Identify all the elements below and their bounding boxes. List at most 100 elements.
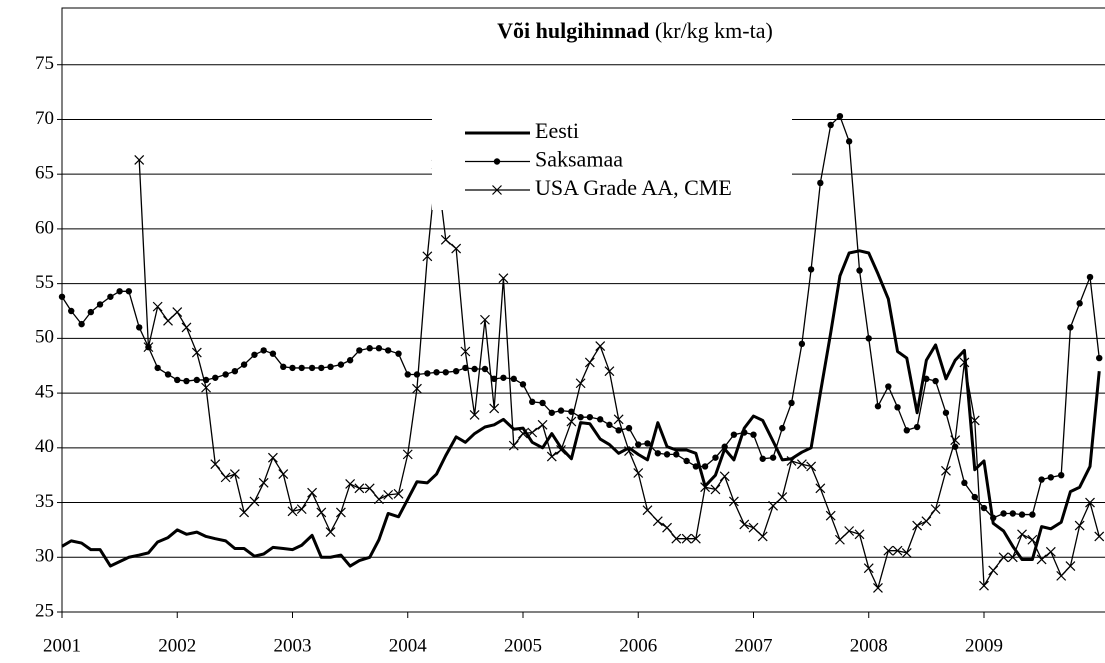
point [1074,520,1085,531]
point [374,494,384,505]
point [932,377,939,385]
point [1086,273,1094,281]
point [980,504,988,512]
point [107,293,114,300]
point [58,293,66,300]
point [663,451,671,458]
point [806,461,817,472]
point [885,383,892,390]
point [452,368,460,375]
point [683,457,690,465]
point [68,307,75,315]
point [1096,354,1103,362]
point [240,361,248,368]
point [854,529,865,540]
plot-frame [61,7,1105,613]
point [950,435,961,446]
point [529,398,536,406]
point [998,552,1009,563]
point [1038,476,1045,483]
legend-label: Saksamaa [535,147,623,172]
point [181,322,192,333]
point [796,459,807,470]
point [644,440,651,447]
point [844,526,855,536]
point [537,419,548,430]
point [1085,497,1095,508]
point [500,374,507,381]
point [325,527,336,538]
legend-marker [493,158,501,165]
point [690,533,701,544]
point [988,565,999,576]
point [87,308,95,316]
point [1000,510,1007,517]
point [308,364,316,372]
point [700,482,711,493]
point [615,427,622,434]
y-tick-label: 55 [35,272,54,293]
point [606,421,613,429]
point [152,301,163,312]
point [395,350,402,357]
y-tick-label: 45 [35,381,54,402]
point [337,361,345,368]
point [174,376,181,384]
point [604,366,615,377]
legend-label: Eesti [535,118,579,143]
point [721,443,728,450]
x-tick-label: 2003 [273,635,311,656]
point [345,479,356,489]
point [613,414,624,425]
point [375,345,383,352]
point [1076,300,1083,307]
point [597,416,604,423]
point [143,342,154,353]
point [979,580,989,591]
point [260,347,267,354]
point [990,514,997,522]
point [769,454,777,461]
point [730,431,738,438]
point [912,520,923,531]
point [280,363,287,371]
point [239,507,250,518]
point [584,357,595,368]
point [1047,474,1055,481]
legend: Eesti Saksamaa USA Grade AA, CME [432,110,792,210]
point [527,427,538,438]
point [481,365,489,373]
point [354,483,365,494]
point [903,427,910,434]
point [1036,554,1047,565]
point [460,346,471,357]
point [480,314,490,325]
point [1058,471,1065,479]
point [498,273,509,284]
point [1027,534,1038,545]
series-line [138,159,1100,589]
point [894,404,901,411]
point [874,403,882,410]
point [930,504,941,515]
point [673,451,680,458]
x-tick-label: 2007 [734,635,772,656]
y-tick-label: 65 [35,163,54,184]
point [642,505,653,516]
point [404,371,411,378]
point [164,371,172,378]
y-tick-label: 30 [35,546,54,567]
point [384,347,392,354]
title-main: Või hulgihinnad [497,18,649,43]
point [971,493,978,501]
point [318,364,325,372]
point [289,364,296,372]
point [548,409,556,416]
point [757,531,768,542]
point [510,375,517,383]
point [424,370,431,377]
point [652,516,663,527]
point [451,243,462,254]
point [719,471,730,482]
